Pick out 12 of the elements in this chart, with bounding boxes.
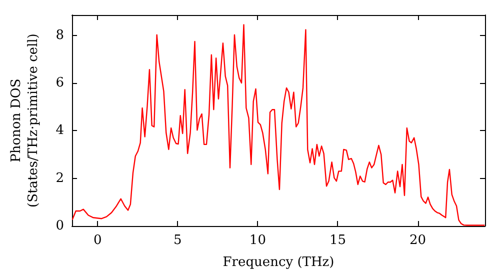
- y-tick-label: 6: [56, 75, 64, 90]
- y-tick-label: 8: [56, 28, 64, 43]
- y-tick-label: 4: [56, 123, 64, 138]
- x-tick-label: 5: [174, 233, 182, 248]
- y-tick-label: 2: [56, 170, 64, 186]
- x-tick-label: 0: [93, 233, 102, 248]
- x-tick-label: 10: [249, 233, 266, 248]
- y-axis-title: Phonon DOS (States/THz·primitive cell): [9, 33, 41, 208]
- x-tick-label: 20: [409, 233, 426, 248]
- x-axis-title: Frequency (THz): [222, 255, 334, 270]
- y-tick-label: 0: [56, 218, 64, 234]
- x-tick-label: 15: [329, 233, 346, 248]
